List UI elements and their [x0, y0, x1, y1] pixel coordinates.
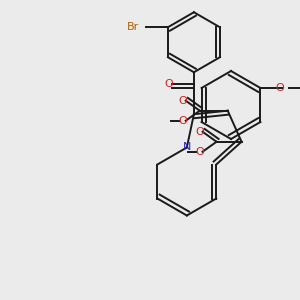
- Text: O: O: [275, 83, 284, 93]
- Text: O: O: [164, 79, 173, 89]
- Text: O: O: [178, 96, 187, 106]
- Text: N: N: [183, 142, 191, 152]
- Text: O: O: [195, 127, 204, 137]
- Text: O: O: [195, 147, 204, 157]
- Text: O: O: [178, 116, 187, 126]
- Text: Br: Br: [127, 22, 139, 32]
